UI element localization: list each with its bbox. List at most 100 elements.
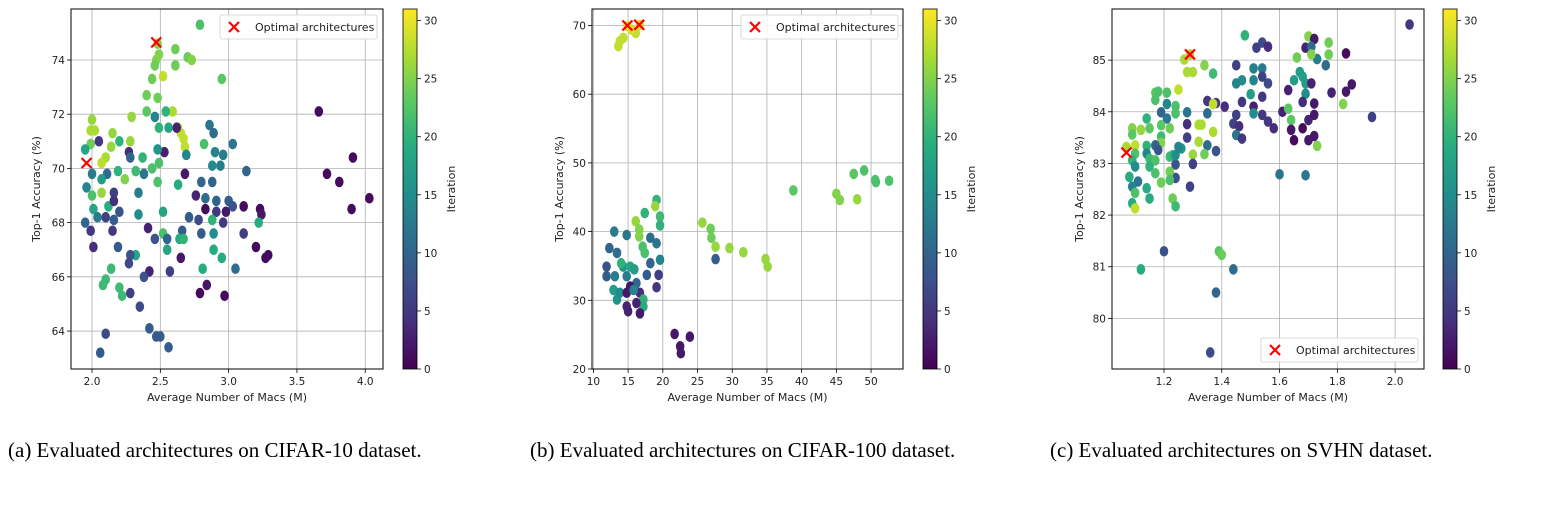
data-point — [1312, 140, 1322, 152]
data-point — [154, 157, 164, 169]
data-point — [612, 247, 622, 259]
data-point — [1162, 113, 1172, 124]
data-point — [221, 206, 231, 218]
data-point — [173, 179, 183, 190]
data-point — [1298, 96, 1307, 108]
data-point — [90, 125, 100, 136]
colorbar-tick-label: 10 — [944, 248, 957, 260]
data-point — [1257, 63, 1267, 74]
data-point — [113, 241, 123, 253]
y-tick-label: 70 — [52, 163, 65, 175]
y-tick-label: 70 — [573, 20, 586, 32]
data-point — [162, 233, 172, 245]
data-point — [125, 152, 135, 163]
scatter-points — [80, 19, 374, 359]
data-point — [177, 225, 187, 237]
data-point — [1171, 159, 1180, 170]
data-point — [101, 211, 110, 223]
x-tick-label: 40 — [795, 376, 808, 388]
data-point — [97, 187, 106, 199]
y-tick-label: 20 — [573, 364, 586, 376]
data-point — [1153, 144, 1163, 156]
data-point — [1208, 68, 1218, 79]
data-point — [1136, 124, 1146, 136]
data-point — [218, 149, 228, 161]
data-point — [1286, 124, 1296, 136]
data-point — [251, 241, 261, 253]
data-point — [1165, 166, 1175, 177]
data-point — [212, 206, 221, 218]
data-point — [125, 249, 135, 261]
x-axis-label: Average Number of Macs (M) — [667, 391, 827, 404]
data-point — [1136, 264, 1146, 275]
data-point — [365, 192, 374, 204]
data-point — [153, 176, 162, 188]
legend: Optimal architectures — [740, 14, 899, 40]
data-point — [139, 168, 149, 180]
colorbar-tick-label: 15 — [1464, 190, 1477, 202]
data-point — [650, 200, 660, 212]
data-point — [655, 254, 665, 266]
data-point — [125, 135, 135, 147]
data-point — [197, 176, 206, 188]
data-point — [257, 209, 266, 220]
data-point — [1156, 177, 1166, 188]
data-point — [212, 195, 221, 207]
data-point — [150, 111, 160, 123]
data-point — [652, 281, 661, 293]
data-point — [115, 206, 124, 218]
data-point — [120, 173, 130, 185]
data-point — [1321, 59, 1331, 71]
data-point — [135, 301, 145, 312]
colorbar-tick-label: 10 — [424, 248, 437, 260]
data-point — [1301, 88, 1310, 100]
data-point — [82, 182, 91, 193]
data-point — [109, 214, 119, 226]
data-point — [610, 270, 620, 282]
data-point — [176, 252, 186, 264]
colorbar-tick-label: 0 — [1464, 364, 1471, 376]
data-point — [171, 43, 180, 55]
colorbar-tick-label: 30 — [424, 16, 437, 28]
x-tick-label: 4.0 — [357, 376, 374, 388]
data-point — [1125, 171, 1134, 183]
data-point — [171, 60, 180, 71]
data-point — [87, 114, 97, 125]
data-point — [634, 231, 644, 242]
data-point — [1208, 126, 1218, 138]
data-point — [739, 246, 748, 258]
data-point — [134, 187, 143, 199]
data-point — [108, 127, 117, 139]
data-point — [1142, 113, 1151, 124]
data-point — [685, 331, 695, 343]
colorbar-tick-label: 5 — [944, 306, 951, 318]
caption-a: (a) Evaluated architectures on CIFAR-10 … — [8, 438, 422, 462]
data-point — [1327, 87, 1336, 98]
data-point — [217, 73, 227, 85]
data-point — [789, 185, 798, 196]
data-point — [763, 261, 772, 272]
data-point — [1145, 161, 1154, 172]
data-point — [1182, 106, 1192, 118]
data-point — [98, 279, 108, 291]
data-point — [138, 152, 147, 163]
x-tick-label: 3.5 — [289, 376, 306, 388]
data-point — [1211, 287, 1221, 298]
data-point — [1257, 109, 1267, 121]
data-point — [162, 244, 172, 256]
data-point — [195, 19, 205, 31]
data-point — [113, 165, 123, 177]
colorbar-tick-label: 0 — [944, 364, 951, 376]
data-point — [1217, 249, 1227, 261]
data-point — [87, 168, 97, 180]
data-point — [187, 54, 197, 66]
data-point — [86, 225, 95, 237]
y-tick-label: 68 — [52, 218, 65, 230]
data-point — [1156, 119, 1166, 131]
x-tick-label: 3.0 — [220, 376, 237, 388]
data-point — [205, 119, 214, 131]
data-point — [191, 190, 201, 201]
data-point — [1188, 158, 1198, 170]
data-point — [1203, 140, 1212, 151]
y-tick-label: 40 — [573, 227, 586, 239]
